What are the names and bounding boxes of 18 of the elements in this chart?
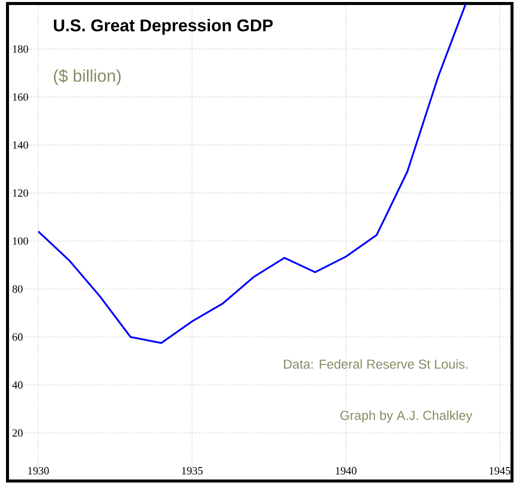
y-tick-label: 120 <box>13 189 28 197</box>
line-series <box>37 3 467 344</box>
y-tick-label: 100 <box>13 237 28 244</box>
y-tick-label: 160 <box>13 93 28 101</box>
annotation: Data: Federal Reserve St Louis. <box>284 358 468 369</box>
text: U.S. Great Depression GDP <box>54 18 273 35</box>
y-tick-label: 180 <box>13 45 28 53</box>
x-tick-label: 1930 <box>28 466 49 474</box>
y-tick-label: 40 <box>12 381 23 388</box>
y-tick-label: 20 <box>12 429 23 436</box>
y-tick-label: 80 <box>12 285 23 292</box>
x-tick-label: 1935 <box>182 466 203 474</box>
x-tick-label: 1945 <box>490 466 510 474</box>
y-tick-label: 140 <box>13 141 28 149</box>
x-tick-label: 1940 <box>336 466 356 474</box>
text: ($ billion) <box>54 68 121 85</box>
y-tick-label: 60 <box>12 333 23 340</box>
annotation: Graph by A.J. Chalkley <box>340 410 472 422</box>
